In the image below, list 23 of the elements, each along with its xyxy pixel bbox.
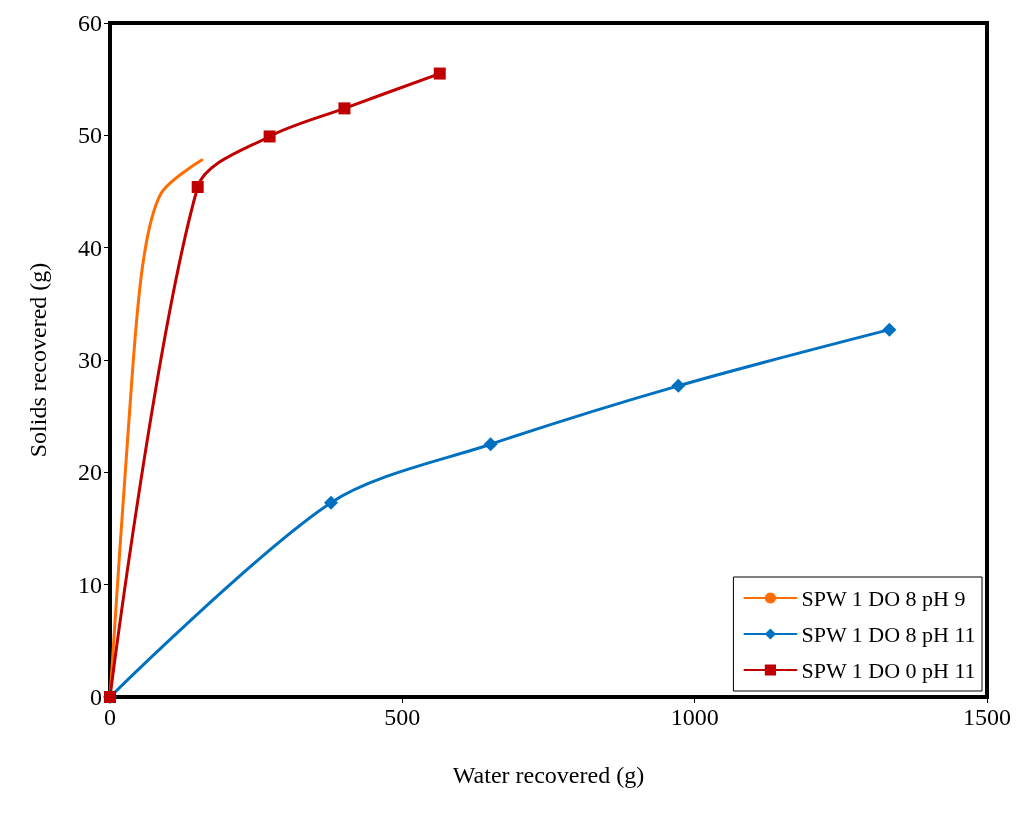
y-axis-title: Solids recovered (g) bbox=[25, 262, 51, 458]
point bbox=[338, 102, 351, 115]
x-tick-label: 500 bbox=[384, 704, 421, 730]
point bbox=[671, 378, 686, 393]
y-tick-label: 20 bbox=[78, 459, 102, 486]
y-tick-label: 10 bbox=[78, 571, 102, 598]
legend-label: SPW 1 DO 8 pH 9 bbox=[801, 585, 966, 611]
point bbox=[882, 322, 897, 337]
point bbox=[263, 130, 276, 143]
legend-label: SPW 1 DO 8 pH 11 bbox=[801, 621, 976, 647]
point bbox=[483, 437, 498, 452]
point bbox=[324, 495, 338, 510]
y-tick-label: 40 bbox=[78, 234, 102, 261]
y-tick-label: 0 bbox=[90, 684, 102, 710]
y-tick-label: 50 bbox=[78, 122, 102, 149]
y-tick-label: 60 bbox=[78, 10, 102, 36]
x-tick-label: 1500 bbox=[963, 704, 1011, 730]
legend-label: SPW 1 DO 0 pH 11 bbox=[801, 657, 976, 683]
x-axis-title: Water recovered (g) bbox=[452, 762, 645, 788]
point bbox=[191, 181, 204, 194]
x-tick-label: 1000 bbox=[670, 704, 719, 730]
y-tick-label: 30 bbox=[78, 347, 102, 373]
point bbox=[433, 67, 446, 80]
